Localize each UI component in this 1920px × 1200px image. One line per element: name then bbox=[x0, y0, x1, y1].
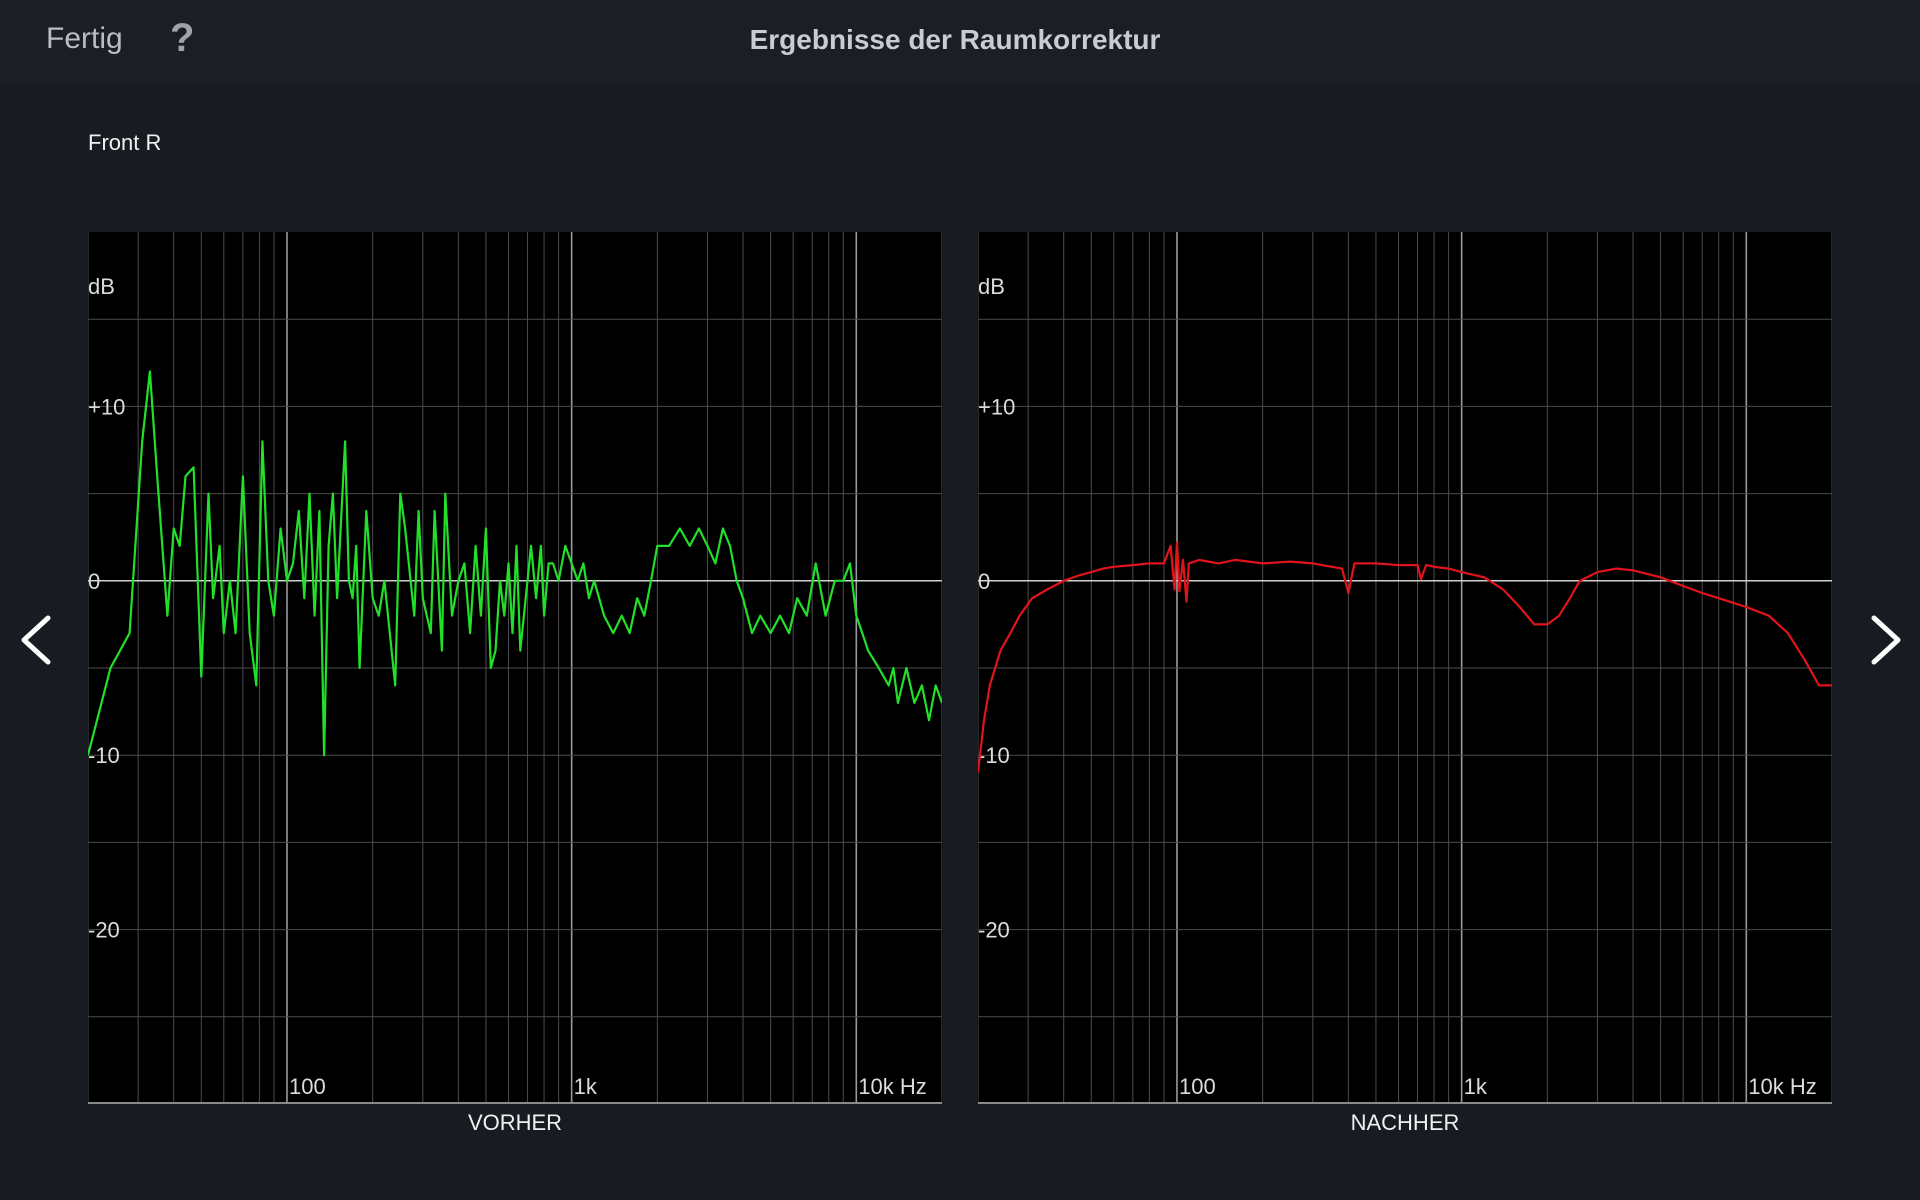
help-button[interactable]: ? bbox=[170, 16, 195, 60]
x-tick-label: 100 bbox=[289, 1074, 326, 1099]
y-tick-label: -10 bbox=[88, 743, 120, 768]
y-tick-label: -20 bbox=[978, 918, 1010, 943]
x-tick-label: 10k Hz bbox=[858, 1074, 926, 1099]
x-tick-label: 1k bbox=[574, 1074, 598, 1099]
after-chart-caption: NACHHER bbox=[1350, 1110, 1460, 1135]
page-title: Ergebnisse der Raumkorrektur bbox=[749, 24, 1161, 55]
chevron-right-icon bbox=[1871, 615, 1901, 665]
y-tick-label: +10 bbox=[978, 394, 1015, 419]
y-tick-label: 0 bbox=[88, 569, 100, 594]
prev-channel-button[interactable] bbox=[12, 610, 62, 670]
y-tick-label: 0 bbox=[978, 569, 990, 594]
y-tick-label: -10 bbox=[978, 743, 1010, 768]
response-curve bbox=[88, 370, 942, 757]
y-unit-label: dB bbox=[978, 274, 1005, 299]
y-tick-label: -20 bbox=[88, 918, 120, 943]
top-bar: Fertig ? Ergebnisse der Raumkorrektur bbox=[0, 0, 1920, 86]
response-curve bbox=[978, 541, 1832, 773]
after-frequency-chart: dB +10 0 -10 -20 100 1k 10k Hz bbox=[978, 232, 1832, 1104]
x-tick-label: 1k bbox=[1464, 1074, 1488, 1099]
channel-label: Front R bbox=[88, 130, 162, 155]
x-tick-label: 100 bbox=[1179, 1074, 1216, 1099]
next-channel-button[interactable] bbox=[1860, 610, 1910, 670]
before-chart-caption: VORHER bbox=[467, 1110, 563, 1135]
y-tick-label: +10 bbox=[88, 394, 125, 419]
chevron-left-icon bbox=[21, 615, 51, 665]
x-tick-label: 10k Hz bbox=[1748, 1074, 1816, 1099]
done-button[interactable]: Fertig bbox=[46, 22, 123, 55]
before-frequency-chart: dB +10 0 -10 -20 100 1k 10k Hz bbox=[88, 232, 942, 1104]
y-unit-label: dB bbox=[88, 274, 115, 299]
